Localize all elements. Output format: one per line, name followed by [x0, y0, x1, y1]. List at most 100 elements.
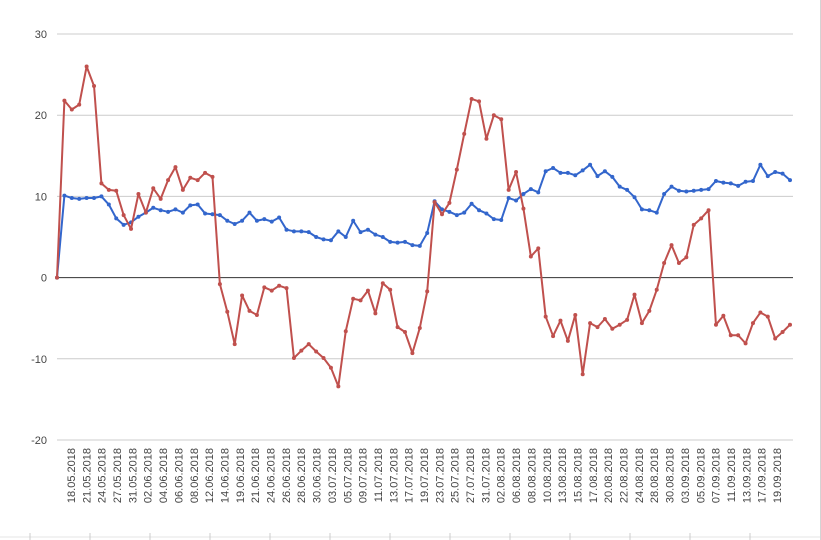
- x-tick-label: 11.09.2018: [726, 448, 738, 502]
- data-point: [484, 211, 489, 216]
- data-point: [588, 162, 593, 167]
- data-point: [306, 230, 311, 235]
- series-group: [55, 64, 792, 389]
- data-point: [284, 227, 289, 232]
- data-point: [321, 355, 326, 360]
- data-point: [336, 229, 341, 234]
- data-point: [284, 286, 289, 291]
- data-point: [269, 288, 274, 293]
- data-point: [780, 171, 785, 176]
- data-point: [173, 207, 178, 212]
- data-point: [736, 183, 741, 188]
- data-point: [543, 314, 548, 319]
- data-point: [699, 216, 704, 221]
- y-axis-ticks: -20 -10 0 10 20 30: [31, 29, 47, 447]
- data-point: [654, 287, 659, 292]
- data-point: [380, 281, 385, 286]
- data-point: [151, 205, 156, 210]
- data-point: [684, 189, 689, 194]
- data-point: [691, 222, 696, 227]
- data-point: [676, 260, 681, 265]
- data-point: [203, 211, 208, 216]
- data-point: [617, 322, 622, 327]
- data-point: [788, 178, 792, 183]
- data-point: [180, 210, 185, 215]
- data-point: [247, 308, 252, 313]
- y-tick-label: -20: [31, 435, 47, 447]
- x-tick-label: 07.09.2018: [711, 448, 723, 503]
- data-point: [654, 210, 659, 215]
- data-point: [469, 201, 474, 206]
- data-point: [195, 202, 200, 207]
- data-point: [262, 217, 267, 222]
- data-point: [395, 240, 400, 245]
- data-point: [617, 184, 622, 189]
- data-point: [750, 321, 755, 326]
- data-point: [543, 169, 548, 174]
- data-point: [780, 330, 785, 335]
- data-point: [491, 113, 496, 118]
- data-point: [625, 317, 630, 322]
- data-point: [691, 188, 696, 193]
- data-point: [358, 298, 363, 303]
- x-tick-label: 03.09.2018: [680, 448, 692, 503]
- data-point: [158, 196, 163, 201]
- x-tick-label: 21.05.2018: [81, 448, 93, 503]
- x-tick-label: 19.06.2018: [235, 448, 247, 503]
- data-point: [743, 341, 748, 346]
- y-tick-label: 30: [35, 29, 47, 41]
- data-point: [432, 200, 437, 205]
- data-point: [151, 186, 156, 191]
- data-point: [454, 167, 459, 172]
- x-tick-label: 12.06.2018: [204, 448, 216, 503]
- data-point: [188, 203, 193, 208]
- series-line: [56, 163, 791, 278]
- data-point: [358, 230, 363, 235]
- data-point: [469, 96, 474, 101]
- data-point: [388, 287, 393, 292]
- data-point: [232, 222, 237, 227]
- data-point: [106, 187, 111, 192]
- data-point: [84, 64, 89, 69]
- data-point: [713, 178, 718, 183]
- x-tick-label: 17.08.2018: [588, 448, 600, 503]
- x-tick-label: 06.08.2018: [511, 448, 523, 503]
- x-tick-label: 08.06.2018: [189, 448, 201, 503]
- data-point: [240, 218, 245, 223]
- data-point: [477, 99, 482, 104]
- x-tick-label: 15.08.2018: [572, 448, 584, 503]
- data-point: [277, 283, 282, 288]
- x-tick-label: 19.07.2018: [419, 448, 431, 503]
- data-point: [166, 178, 171, 183]
- data-point: [373, 232, 378, 237]
- data-point: [647, 308, 652, 313]
- data-point: [158, 208, 163, 213]
- x-tick-label: 28.08.2018: [649, 448, 661, 503]
- x-tick-label: 24.06.2018: [266, 448, 278, 503]
- data-point: [299, 348, 304, 353]
- x-tick-label: 14.06.2018: [219, 448, 231, 503]
- data-point: [180, 187, 185, 192]
- data-point: [721, 313, 726, 318]
- data-point: [380, 235, 385, 239]
- x-tick-label: 03.07.2018: [327, 448, 339, 503]
- data-point: [713, 322, 718, 327]
- data-point: [536, 246, 541, 251]
- data-point: [484, 136, 489, 141]
- data-point: [210, 212, 215, 217]
- data-point: [225, 309, 230, 314]
- data-point: [743, 179, 748, 184]
- data-point: [521, 191, 526, 196]
- data-point: [365, 288, 370, 293]
- data-point: [114, 216, 119, 221]
- x-tick-label: 06.06.2018: [173, 448, 185, 503]
- x-tick-label: 09.07.2018: [358, 448, 370, 503]
- data-point: [602, 169, 607, 174]
- data-point: [447, 209, 452, 214]
- data-point: [402, 239, 407, 244]
- data-point: [306, 342, 311, 347]
- data-point: [573, 312, 578, 317]
- data-point: [417, 325, 422, 330]
- y-tick-label: -10: [31, 354, 47, 366]
- data-point: [706, 208, 711, 213]
